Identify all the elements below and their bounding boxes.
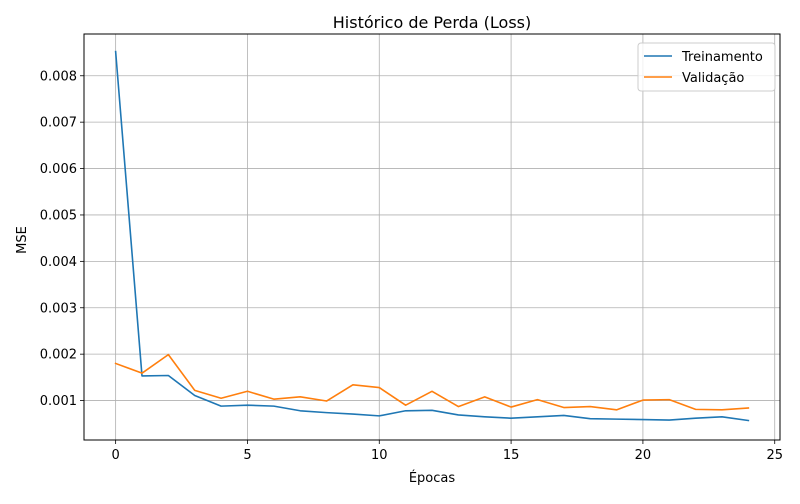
y-tick-label: 0.002 (40, 348, 77, 363)
y-tick-label: 0.001 (40, 394, 77, 409)
y-tick-label: 0.003 (40, 301, 77, 316)
x-tick-label: 5 (243, 448, 251, 463)
x-tick-label: 10 (371, 448, 388, 463)
y-axis-label: MSE (15, 226, 30, 254)
y-tick-label: 0.007 (40, 116, 77, 131)
chart-title: Histórico de Perda (Loss) (333, 13, 532, 32)
legend-label-treinamento: Treinamento (681, 50, 763, 65)
x-tick-label: 20 (635, 448, 652, 463)
y-tick-label: 0.005 (40, 208, 77, 223)
legend: Treinamento Validação (638, 43, 775, 91)
y-tick-label: 0.006 (40, 162, 77, 177)
x-tick-label: 15 (503, 448, 520, 463)
x-axis-label: Épocas (409, 470, 456, 486)
legend-label-validacao: Validação (682, 71, 744, 86)
y-tick-label: 0.008 (40, 69, 77, 84)
x-tick-label: 0 (111, 448, 119, 463)
x-tick-label: 25 (766, 448, 783, 463)
y-tick-label: 0.004 (40, 255, 77, 270)
